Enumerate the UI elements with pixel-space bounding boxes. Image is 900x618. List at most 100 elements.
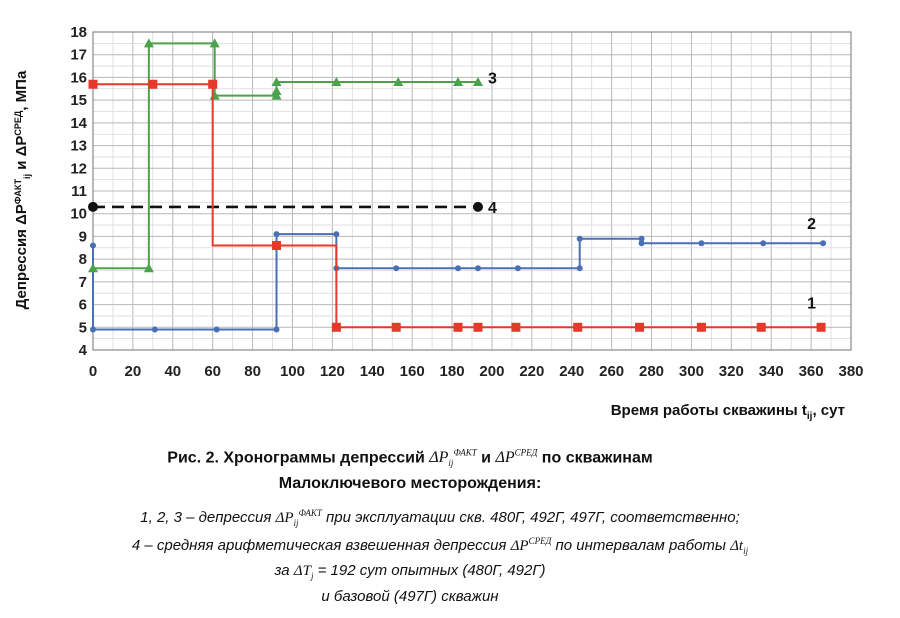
chart-series-labels: 3 4 2 1 [488, 70, 816, 312]
series-2-point [638, 240, 645, 247]
series-line-1 [93, 83, 822, 329]
caption-line-5: за ΔTj = 192 сут опытных (480Г, 492Г) [274, 562, 546, 581]
series-1-point [272, 241, 282, 251]
series-1-point [756, 322, 766, 332]
series-2-point [820, 240, 827, 247]
caption-line-2: Малоключевого месторождения: [278, 475, 542, 492]
series-2-point [474, 265, 481, 272]
y-tick-label: 12 [70, 160, 87, 177]
series-1-point [148, 79, 158, 89]
series-label-1: 1 [807, 295, 816, 312]
chart-grid [92, 31, 852, 351]
series-2 [90, 231, 827, 333]
chart-ticks: 0 20 40 60 80 100 120 140 160 180 200 220 240 260 280 3… [70, 24, 863, 380]
y-tick-label: 7 [79, 274, 87, 291]
series-1-point [816, 322, 826, 332]
x-tick-label: 200 [479, 363, 504, 380]
series-1-point [331, 322, 341, 332]
series-3-point [271, 76, 282, 86]
x-tick-label: 40 [164, 363, 181, 380]
y-tick-label: 11 [71, 183, 87, 200]
x-tick-label: 240 [559, 363, 584, 380]
chart: 0 20 40 60 80 100 120 140 160 180 200 220 240 260 280 3… [13, 24, 864, 422]
y-axis-label: Депрессия ΔPФАКТij и ΔPСРЕД, МПа [13, 70, 32, 309]
series-1-point [511, 322, 521, 332]
series-2-point [760, 240, 767, 247]
chart-series [88, 38, 827, 333]
x-tick-label: 320 [719, 363, 744, 380]
x-tick-label: 300 [679, 363, 704, 380]
series-2-point [514, 265, 521, 272]
x-axis-label: Время работы скважины tij, сут [611, 402, 845, 422]
series-3-point [88, 263, 98, 273]
x-tick-label: 360 [799, 363, 824, 380]
series-4-point [88, 201, 98, 212]
x-tick-label: 120 [320, 363, 345, 380]
series-1-point [696, 322, 706, 332]
plot-frame [92, 31, 852, 351]
series-2-point [698, 240, 705, 247]
series-2-point [273, 326, 280, 333]
x-tick-label: 220 [519, 363, 544, 380]
caption-line-1: Рис. 2. Хронограммы депрессий ΔPijФАКТ и… [167, 448, 653, 469]
series-1-point [453, 322, 463, 332]
x-tick-label: 280 [639, 363, 664, 380]
y-tick-label: 18 [70, 24, 87, 41]
series-3-point [472, 76, 483, 86]
series-1-point [391, 322, 401, 332]
series-3 [88, 38, 483, 273]
y-tick-label: 5 [79, 319, 87, 336]
y-tick-label: 16 [70, 69, 87, 86]
x-tick-label: 260 [599, 363, 624, 380]
series-1-point [88, 79, 98, 89]
series-2-point [638, 235, 645, 242]
series-3-point [393, 76, 404, 86]
series-3-point [143, 38, 154, 48]
x-tick-label: 100 [280, 363, 305, 380]
series-3-point [331, 76, 342, 86]
y-tick-label: 4 [79, 342, 88, 359]
series-2-point [455, 265, 462, 272]
caption-line-3: 1, 2, 3 – депрессия ΔPijФАКТ при эксплуа… [140, 508, 740, 528]
series-2-point [151, 326, 158, 333]
series-2-point [576, 235, 583, 242]
x-tick-label: 80 [244, 363, 261, 380]
x-tick-label: 20 [125, 363, 142, 380]
y-tick-label: 13 [70, 138, 87, 155]
y-tick-label: 17 [70, 47, 87, 64]
y-tick-label: 10 [70, 206, 87, 223]
series-2-point [333, 231, 340, 238]
series-2-point [213, 326, 220, 333]
series-1-point [208, 79, 218, 89]
series-label-4: 4 [488, 200, 497, 217]
series-1-point [573, 322, 583, 332]
series-2-point [90, 326, 96, 333]
series-2-point [90, 242, 96, 249]
series-3-point [453, 76, 464, 86]
series-3-point [209, 38, 220, 48]
series-2-point [393, 265, 400, 272]
series-3-point [143, 263, 154, 273]
y-tick-label: 6 [79, 297, 87, 314]
x-tick-label: 340 [759, 363, 784, 380]
y-tick-label: 8 [79, 251, 87, 268]
series-1-point [473, 322, 483, 332]
x-tick-label: 0 [89, 363, 97, 380]
series-4-point [472, 201, 483, 212]
y-tick-label: 15 [70, 92, 87, 109]
series-label-3: 3 [488, 70, 497, 87]
x-tick-label: 60 [204, 363, 221, 380]
x-tick-label: 160 [400, 363, 425, 380]
series-3-point [271, 86, 282, 96]
x-tick-label: 180 [440, 363, 465, 380]
series-1-point [635, 322, 645, 332]
x-tick-label: 140 [360, 363, 385, 380]
caption-line-4: 4 – средняя арифметическая взвешенная де… [131, 536, 749, 556]
y-tick-label: 14 [70, 115, 87, 132]
series-4 [88, 201, 483, 212]
series-1 [88, 79, 826, 332]
series-label-2: 2 [807, 216, 816, 233]
y-tick-label: 9 [79, 228, 87, 245]
series-2-point [576, 265, 583, 272]
caption-line-6: и базовой (497Г) скважин [321, 588, 499, 605]
